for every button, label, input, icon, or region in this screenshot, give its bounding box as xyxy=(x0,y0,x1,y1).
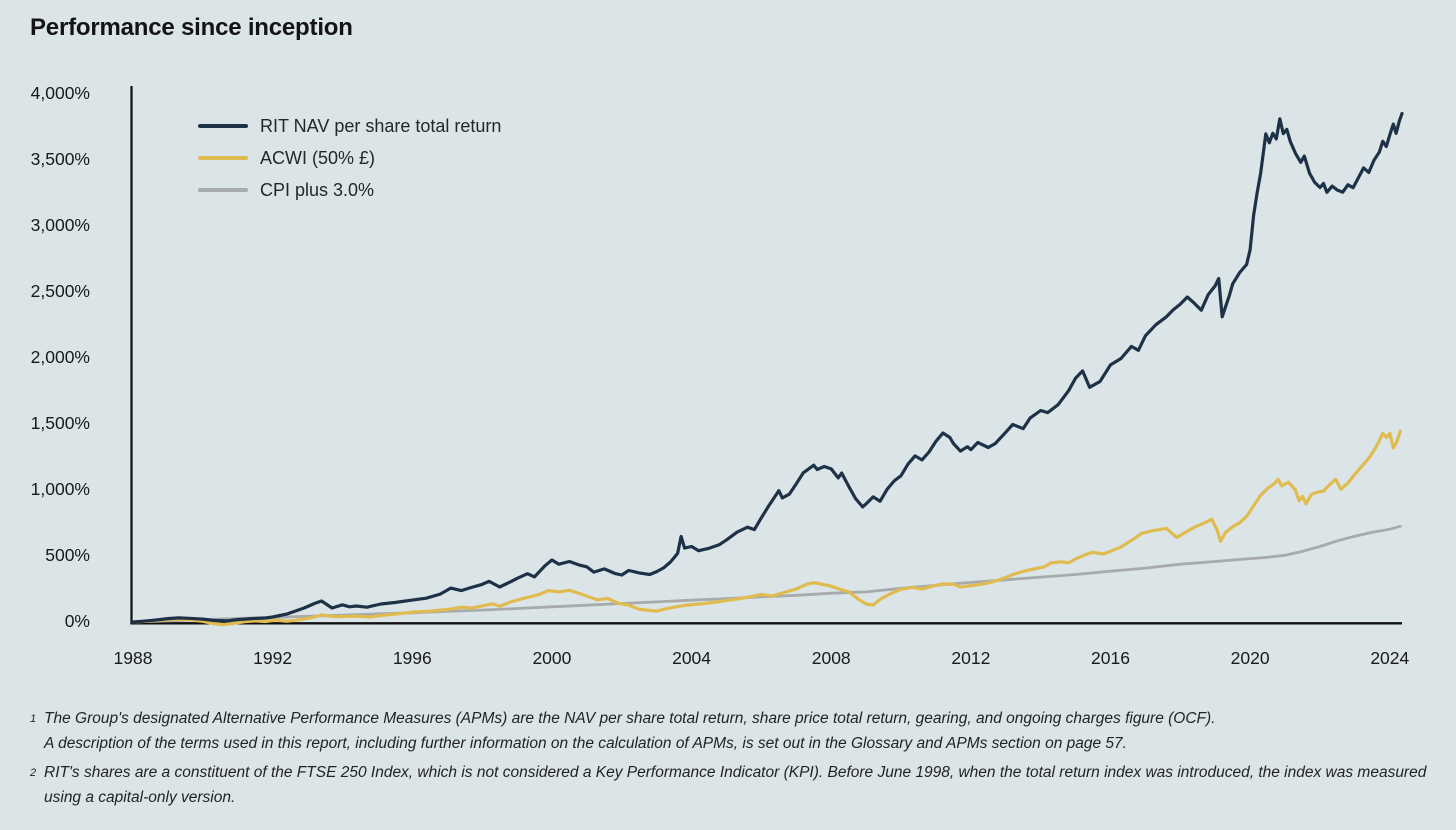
footnote-2-marker: 2 xyxy=(30,767,37,779)
y-axis-tick-label: 2,000% xyxy=(30,347,90,367)
x-axis-tick-label: 2004 xyxy=(672,648,712,668)
footnote-1-line-2: A description of the terms used in this … xyxy=(44,735,1127,752)
footnote-2-line-1: RIT's shares are a constituent of the FT… xyxy=(44,764,1427,806)
rit-nav-line-swatch xyxy=(198,124,248,128)
legend-label-acwi: ACWI (50% £) xyxy=(260,147,376,168)
y-axis-tick-label: 3,500% xyxy=(30,149,90,169)
x-axis-tick-label: 1988 xyxy=(113,648,153,668)
chart-legend: RIT NAV per share total return ACWI (50%… xyxy=(198,110,501,206)
series-line-1 xyxy=(131,429,1402,627)
x-axis-tick-label: 2016 xyxy=(1091,648,1130,668)
y-axis-tick-label: 1,500% xyxy=(30,413,90,433)
y-axis-tick-label: 3,000% xyxy=(30,215,90,235)
y-axis-tick-label: 2,500% xyxy=(30,281,90,301)
x-axis-tick-label: 1996 xyxy=(392,648,432,668)
footnote-2: 2 RIT's shares are a constituent of the … xyxy=(30,760,1430,810)
footnote-1-line-1: The Group's designated Alternative Perfo… xyxy=(44,710,1216,727)
legend-item-cpi: CPI plus 3.0% xyxy=(198,174,501,206)
x-axis-tick-label: 2012 xyxy=(951,648,991,668)
footnote-1-marker: 1 xyxy=(30,713,37,725)
y-axis-tick-label: 4,000% xyxy=(30,83,90,103)
x-axis-tick-label: 1992 xyxy=(253,648,293,668)
x-axis-tick-label: 2000 xyxy=(532,648,572,668)
legend-item-acwi: ACWI (50% £) xyxy=(198,142,501,174)
legend-item-rit-nav: RIT NAV per share total return xyxy=(198,110,501,142)
x-axis-tick-label: 2024 xyxy=(1370,648,1410,668)
x-axis-tick-label: 2008 xyxy=(811,648,851,668)
y-axis-tick-label: 1,000% xyxy=(30,479,90,499)
y-axis-tick-label: 500% xyxy=(45,545,90,565)
series-line-2 xyxy=(131,524,1402,624)
footnote-1: 1 The Group's designated Alternative Per… xyxy=(30,706,1430,756)
acwi-line-swatch xyxy=(198,156,248,160)
legend-label-cpi: CPI plus 3.0% xyxy=(260,179,375,200)
page-title: Performance since inception xyxy=(30,14,353,41)
legend-label-rit-nav: RIT NAV per share total return xyxy=(260,115,502,136)
cpi-line-swatch xyxy=(198,188,248,192)
y-axis-tick-label: 0% xyxy=(64,611,90,631)
x-axis-tick-label: 2020 xyxy=(1230,648,1270,668)
series-line-0 xyxy=(131,111,1404,624)
